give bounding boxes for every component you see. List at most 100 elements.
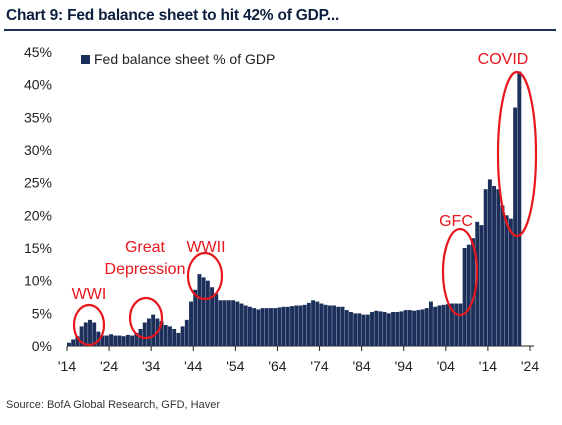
bar	[264, 308, 269, 346]
bar	[483, 189, 488, 346]
bar	[517, 71, 522, 346]
bar	[151, 314, 156, 346]
x-tick-label: '84	[353, 358, 371, 374]
bar	[260, 308, 265, 346]
y-tick-label: 40%	[24, 77, 52, 93]
bar	[172, 329, 177, 346]
bar	[277, 307, 282, 346]
bar	[117, 335, 122, 346]
bar	[496, 189, 501, 346]
bar	[365, 314, 370, 346]
bar	[235, 301, 240, 346]
x-tick-label: '94	[395, 358, 413, 374]
x-axis: '14 '24 '34 '44 '54 '64 '74 '84 '94 '04 '14 '24	[58, 345, 539, 374]
bar	[96, 331, 101, 346]
annotation-label: GFC	[439, 213, 473, 230]
y-tick-label: 5%	[32, 305, 52, 321]
bar	[500, 205, 505, 346]
bar	[109, 334, 113, 346]
bar	[197, 274, 202, 346]
bar	[256, 309, 261, 346]
title-rule	[4, 29, 556, 31]
x-tick-label: '54	[226, 358, 244, 374]
bar	[399, 311, 404, 346]
bar	[504, 215, 509, 346]
y-tick-label: 30%	[24, 142, 52, 158]
bar	[340, 306, 345, 346]
bar	[269, 308, 273, 346]
annotation-ellipse	[128, 296, 164, 340]
bar	[492, 185, 497, 346]
bars	[67, 71, 522, 347]
x-tick-label: '24	[100, 358, 118, 374]
legend-label: Fed balance sheet % of GDP	[94, 51, 275, 67]
bar	[315, 301, 320, 346]
bar	[445, 304, 450, 346]
bar	[378, 311, 383, 346]
bar	[450, 303, 454, 346]
chart-title: Chart 9: Fed balance sheet to hit 42% of…	[6, 7, 340, 24]
x-tick-label: '24	[521, 358, 539, 374]
bar	[332, 305, 337, 346]
bar	[75, 336, 80, 346]
bar	[353, 313, 358, 346]
annotation-label: Depression	[105, 261, 186, 278]
y-tick-label: 35%	[24, 109, 52, 125]
bar	[336, 306, 341, 346]
y-tick-label: 45%	[24, 44, 52, 60]
bar	[247, 306, 252, 346]
bar	[71, 339, 76, 346]
bar	[412, 310, 417, 346]
annotation-ellipse	[441, 227, 479, 317]
annotation-ellipse	[496, 70, 538, 238]
bar	[142, 322, 147, 346]
bar	[437, 305, 442, 346]
bar	[311, 300, 316, 346]
bar	[420, 309, 425, 346]
annotation-ellipse	[72, 303, 106, 347]
bar	[416, 310, 421, 346]
bar	[210, 287, 215, 346]
bar	[395, 312, 400, 346]
bar	[184, 319, 189, 346]
x-tick-label: '74	[310, 358, 328, 374]
x-tick-label: '64	[268, 358, 286, 374]
y-tick-label: 0%	[32, 338, 52, 354]
bar	[176, 332, 181, 346]
bar	[458, 303, 463, 346]
bar	[302, 304, 307, 346]
bar	[104, 335, 109, 346]
bar	[508, 218, 513, 346]
annotation-label: COVID	[478, 51, 529, 68]
x-tick-label: '14	[58, 358, 76, 374]
bar	[285, 306, 290, 346]
bar	[159, 321, 164, 346]
bar	[113, 335, 118, 346]
bar	[441, 304, 446, 346]
bar	[88, 319, 92, 346]
bar	[344, 310, 349, 346]
bar	[290, 306, 294, 346]
bar	[125, 334, 130, 346]
bar	[487, 179, 492, 346]
bar	[92, 322, 97, 346]
x-tick-label: '34	[142, 358, 160, 374]
x-tick-label: '04	[437, 358, 455, 374]
bar	[391, 312, 396, 346]
bar	[214, 293, 219, 346]
bar	[471, 238, 475, 346]
annotation-label: Great	[125, 239, 166, 256]
annotation-label: WWI	[72, 286, 107, 303]
bar	[319, 303, 324, 346]
bar	[294, 305, 299, 346]
y-tick-label: 15%	[24, 240, 52, 256]
bar	[163, 325, 168, 346]
bar	[382, 312, 387, 346]
bar	[189, 301, 193, 346]
bar	[201, 277, 206, 346]
y-tick-label: 10%	[24, 273, 52, 289]
bar	[273, 308, 278, 346]
bar	[298, 305, 303, 346]
